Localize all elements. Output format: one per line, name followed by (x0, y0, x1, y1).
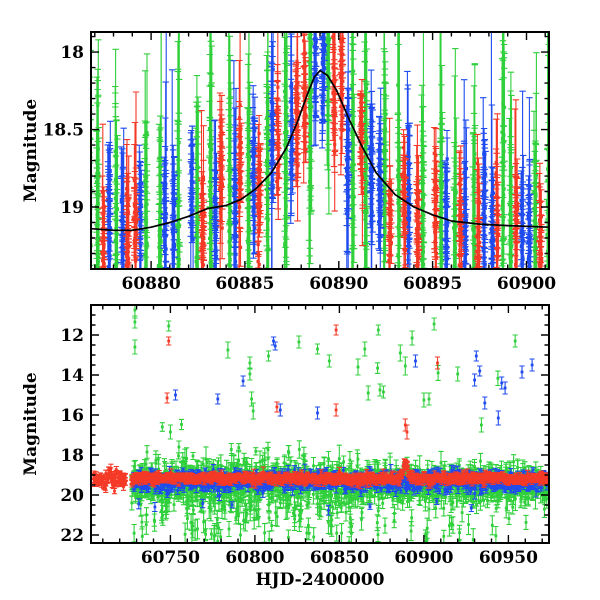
plot-frame (90, 304, 550, 544)
x-tick-label: 60885 (215, 274, 274, 294)
bottom-panel-data (91, 305, 549, 543)
y-tick-label: 22 (60, 526, 84, 546)
tick-marks (91, 32, 549, 270)
x-axis-label: HJD-2400000 (255, 570, 384, 590)
y-tick-label: 18.5 (43, 121, 84, 141)
y-tick-label: 12 (60, 326, 84, 346)
x-tick-label: 60850 (310, 548, 369, 568)
y-tick-label: 16 (60, 406, 84, 426)
tick-marks (91, 304, 549, 543)
x-tick-label: 60750 (141, 548, 200, 568)
x-tick-label: 60950 (479, 548, 538, 568)
x-tick-label: 60880 (122, 274, 181, 294)
y-tick-label: 19 (60, 198, 84, 218)
y-tick-label: 14 (60, 366, 84, 386)
top-panel-data (91, 32, 549, 269)
bottom-panel-axes: 60750 60800 60850 60900 60950 12 14 16 18 20 22 Mag… (21, 304, 550, 590)
x-tick-label: 60900 (394, 548, 453, 568)
y-axis-label: Magnitude (21, 372, 41, 476)
x-tick-label: 60800 (225, 548, 284, 568)
blue-points-top (106, 35, 533, 269)
model-curve (91, 69, 549, 232)
top-panel-axes: 60880 60885 60890 60895 60900 18 18.5 19 Magnitu… (21, 31, 556, 294)
y-tick-label: 20 (60, 486, 84, 506)
red-points-bottom (92, 328, 549, 493)
x-tick-label: 60890 (309, 274, 368, 294)
x-tick-label: 60895 (403, 274, 462, 294)
y-tick-label: 18 (60, 446, 84, 466)
y-tick-label: 18 (60, 43, 84, 63)
x-tick-label: 60900 (497, 274, 556, 294)
plot-frame (90, 31, 550, 270)
y-axis-label: Magnitude (21, 99, 41, 203)
